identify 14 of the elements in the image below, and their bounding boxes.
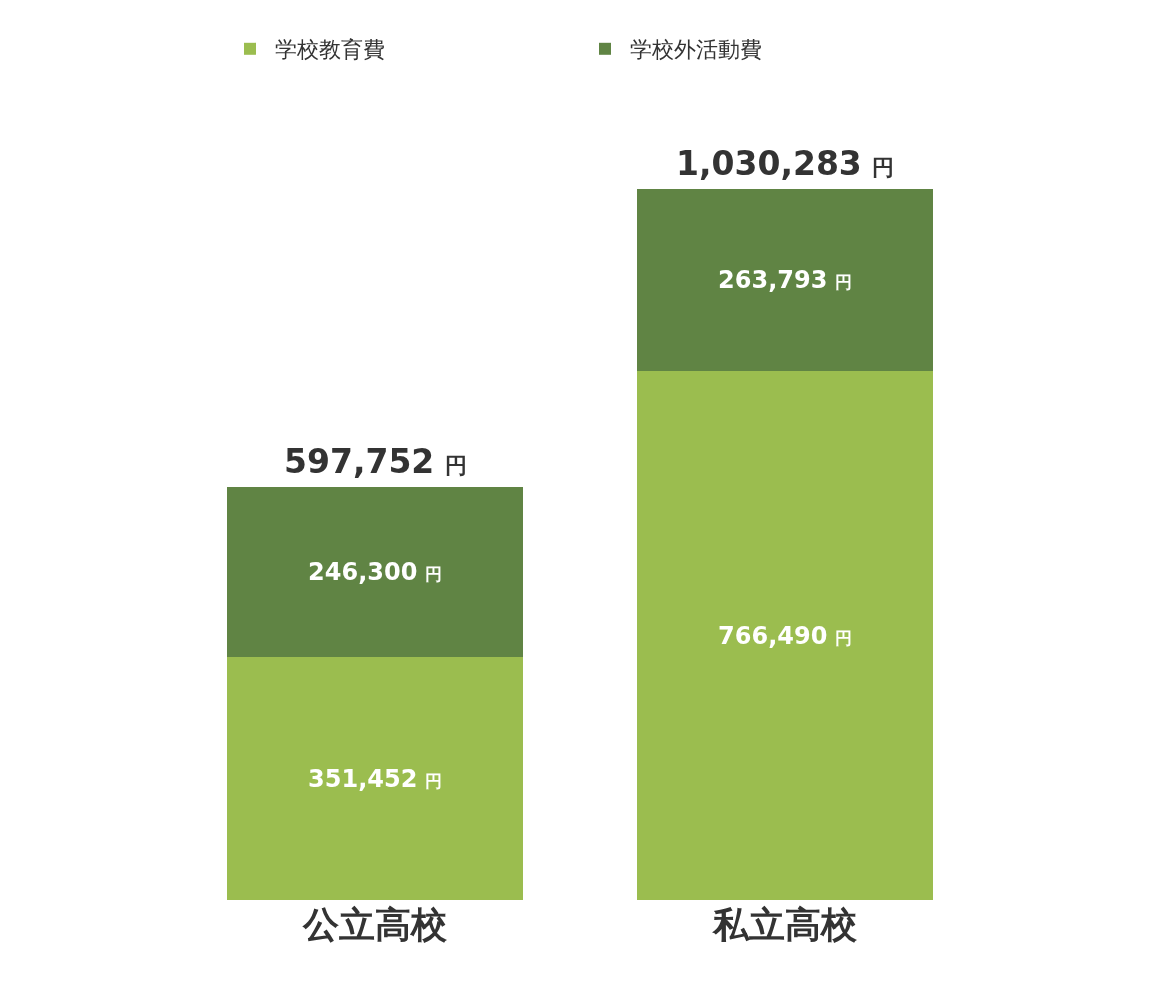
legend-label: 学校教育費: [275, 37, 385, 63]
data-label: 263,793 円: [718, 266, 852, 295]
x-tick-label: 私立高校: [712, 904, 858, 945]
bar: [637, 189, 933, 372]
x-tick-label: 公立高校: [302, 904, 448, 945]
data-label: 351,452 円: [308, 764, 442, 793]
bar: [227, 487, 523, 658]
legend-label: 学校外活動費: [630, 37, 762, 63]
total-label: 597,752 円: [284, 442, 467, 481]
data-label: 766,490 円: [718, 621, 852, 650]
total-label: 1,030,283 円: [676, 144, 895, 183]
bar: [637, 371, 933, 900]
data-label: 246,300 円: [308, 558, 442, 587]
bar: [227, 657, 523, 900]
